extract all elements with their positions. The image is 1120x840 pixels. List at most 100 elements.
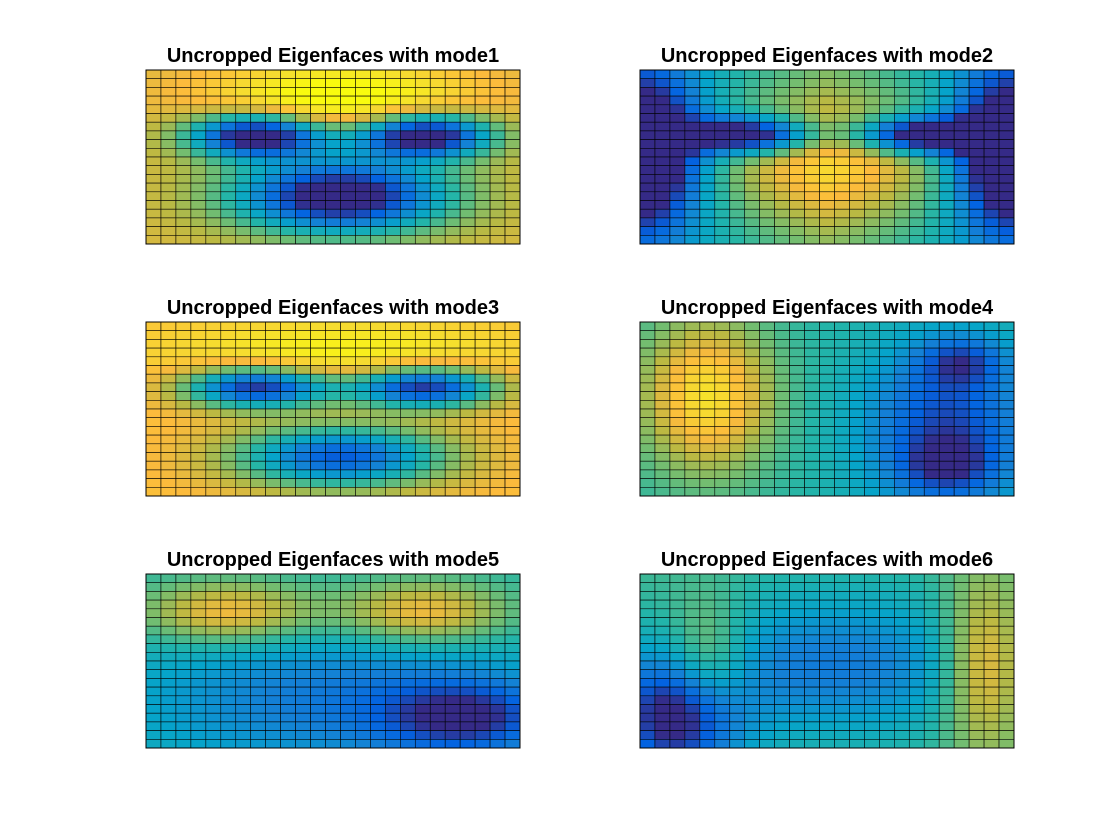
heatmap-cell [639,434,656,445]
heatmap-cell [400,191,416,201]
heatmap-cell [879,704,895,714]
heatmap-cell [669,573,686,583]
heatmap-cell [429,226,446,236]
heatmap-cell [953,721,970,731]
heatmap-cell [504,739,521,749]
heatmap-cell [834,712,850,723]
heatmap-cell [160,330,177,340]
heatmap-cell [175,208,192,219]
heatmap-cell [220,608,237,618]
heatmap-cell [325,608,341,618]
heatmap-cell [953,417,970,427]
heatmap-cell [654,191,671,201]
heatmap-cell [429,643,446,653]
heatmap-cell [953,182,970,193]
heatmap-cell [489,200,506,210]
heatmap-cell [250,156,266,166]
heatmap-cell [983,582,1000,592]
heatmap-cell [489,400,506,410]
heatmap-cell [175,182,192,193]
heatmap-cell [205,95,222,106]
heatmap-cell [220,730,237,740]
heatmap-cell [489,417,506,427]
heatmap-cell [804,339,820,349]
heatmap-cell [205,739,222,749]
heatmap-cell [729,130,746,140]
heatmap-cell [744,721,760,731]
heatmap-cell [250,330,266,340]
heatmap-cell [849,469,865,479]
heatmap-cell [774,599,790,610]
heatmap-cell [175,695,192,705]
heatmap-cell [265,113,281,123]
heatmap-cell [340,426,356,436]
heatmap-cell [489,730,506,740]
heatmap-cell [250,721,266,731]
heatmap-cell [938,226,955,236]
heatmap-cell [474,356,491,366]
heatmap-cell [295,400,311,410]
heatmap-cell [864,400,880,410]
heatmap-cell [714,643,731,653]
heatmap-cell [774,182,790,193]
heatmap-cell [669,582,686,592]
heatmap-cell [879,217,895,227]
heatmap-cell [474,434,491,445]
heatmap-cell [968,217,985,227]
heatmap-cell [235,226,252,236]
heatmap-cell [504,382,521,392]
heatmap-cell [968,591,985,601]
heatmap-cell [235,217,252,227]
heatmap-cell [834,130,850,140]
heatmap-cell [160,373,177,384]
heatmap-cell [908,434,925,445]
heatmap-cell [654,730,671,740]
heatmap-cell [235,408,252,418]
heatmap-cell [385,704,401,714]
heatmap-cell [714,330,731,340]
heatmap-cell [235,330,252,340]
heatmap-cell [654,165,671,175]
heatmap-cell [340,148,356,158]
heatmap-cell [444,78,461,88]
heatmap-cell [669,417,686,427]
heatmap-cell [370,426,386,436]
heatmap-cell [774,382,790,392]
heatmap-cell [759,712,775,723]
heatmap-cell [654,643,671,653]
heatmap-cell [250,139,266,149]
heatmap-cell [459,87,476,97]
heatmap-cell [370,660,386,670]
heatmap-cell [908,78,925,88]
heatmap-cell [295,417,311,427]
heatmap-cell [385,721,401,731]
heatmap-cell [310,235,326,245]
heatmap-cell [639,426,656,436]
heatmap-cell [250,113,266,123]
heatmap-cell [370,356,386,366]
heatmap-cell [654,113,671,123]
heatmap-cell [250,608,266,618]
heatmap-cell [325,652,341,662]
heatmap-cell [968,669,985,679]
heatmap-cell [459,608,476,618]
heatmap-cell [938,217,955,227]
heatmap-cell [459,669,476,679]
heatmap-cell [654,339,671,349]
heatmap-cell [819,156,835,166]
heatmap-cell [385,417,401,427]
heatmap-cell [340,156,356,166]
heatmap-cell [849,408,865,418]
heatmap-cell [983,321,1000,331]
heatmap-cell [310,643,326,653]
heatmap-cell [759,721,775,731]
heatmap-cell [370,165,386,175]
heatmap-cell [714,139,731,149]
heatmap-cell [205,139,222,149]
heatmap-cell [774,478,790,488]
heatmap-cell [160,165,177,175]
heatmap-cell [684,434,701,445]
heatmap-cell [400,591,416,601]
heatmap-cell [370,382,386,392]
heatmap-cell [908,330,925,340]
